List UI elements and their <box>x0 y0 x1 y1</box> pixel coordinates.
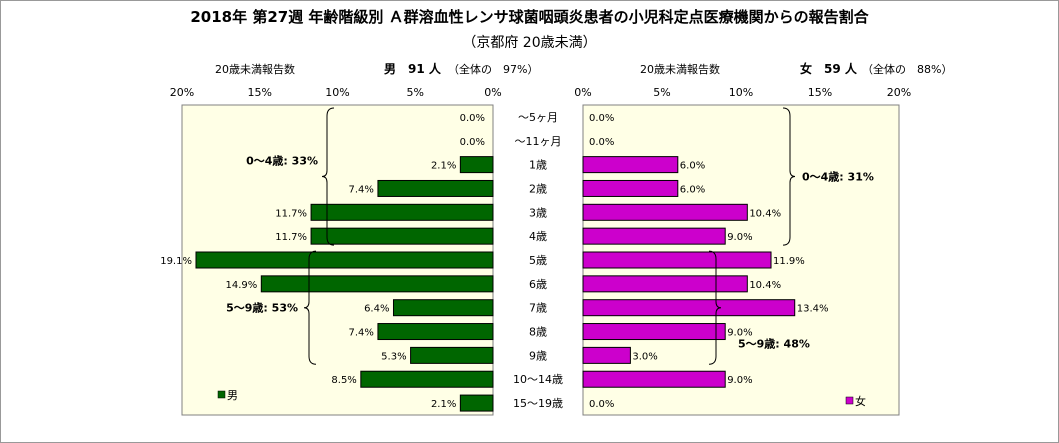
female-data-label: 9.0% <box>727 375 752 386</box>
male-5-9-annotation: 5～9歳: 53% <box>226 301 298 315</box>
male-count-label: 20歳未満報告数 <box>215 63 295 76</box>
female-x-tick-label: 15% <box>808 86 832 99</box>
male-x-tick-label: 20% <box>170 86 194 99</box>
category-label: 6歳 <box>529 278 547 291</box>
chart-subtitle: （京都府 20歳未満） <box>462 35 597 51</box>
male-5-9-brace <box>303 250 317 365</box>
female-data-label: 6.0% <box>680 161 705 172</box>
male-x-tick-label: 0% <box>484 86 501 99</box>
male-bar <box>377 323 494 341</box>
male-x-tick-label: 10% <box>325 86 349 99</box>
female-data-label: 10.4% <box>749 280 781 291</box>
chart-title: 2018年 第27週 年齢階級別 Ａ群溶血性レンサ球菌咽頭炎患者の小児科定点医療… <box>190 8 869 26</box>
female-data-label: 9.0% <box>727 232 752 243</box>
female-data-label: 0.0% <box>589 113 614 124</box>
female-data-label: 3.0% <box>632 351 657 362</box>
male-data-label: 6.4% <box>364 304 389 315</box>
female-bar <box>582 227 726 245</box>
male-share: （全体の 97%） <box>448 63 539 76</box>
male-bar <box>392 299 494 317</box>
female-x-tick-label: 10% <box>729 86 753 99</box>
female-data-label: 11.9% <box>773 256 805 267</box>
female-0-4-brace <box>782 107 796 246</box>
female-legend-swatch <box>845 396 854 405</box>
male-0-4-brace <box>321 107 335 246</box>
male-legend-label: 男 <box>227 389 238 402</box>
female-5-9-brace <box>708 250 722 365</box>
male-legend-swatch <box>217 390 226 399</box>
category-label: ～5ヶ月 <box>518 111 558 124</box>
category-label: 8歳 <box>529 326 547 339</box>
male-data-label: 11.7% <box>275 232 307 243</box>
male-data-label: 7.4% <box>349 184 374 195</box>
female-data-label: 6.0% <box>680 184 705 195</box>
female-bar <box>582 179 679 197</box>
category-label: 4歳 <box>529 230 547 243</box>
male-data-label: 14.9% <box>226 280 258 291</box>
female-x-tick-label: 20% <box>887 86 911 99</box>
male-x-tick-label: 15% <box>248 86 272 99</box>
male-bar <box>459 156 494 174</box>
category-label: 2歳 <box>529 182 547 195</box>
female-bar <box>582 203 748 221</box>
category-label: ～11ヶ月 <box>515 135 562 148</box>
female-bar <box>582 275 748 293</box>
female-share: （全体の 88%） <box>862 63 953 76</box>
male-bar <box>310 203 494 221</box>
female-bar <box>582 346 631 364</box>
male-bar <box>410 346 494 364</box>
female-legend-label: 女 <box>855 394 866 408</box>
male-data-label: 8.5% <box>331 375 356 386</box>
female-data-label: 10.4% <box>749 208 781 219</box>
female-0-4-annotation: 0～4歳: 31% <box>802 170 874 184</box>
male-data-label: 2.1% <box>431 399 456 410</box>
female-count: 女 59 人 <box>800 62 857 76</box>
category-label: 7歳 <box>529 302 547 315</box>
female-data-label: 9.0% <box>727 328 752 339</box>
male-bar <box>377 179 494 197</box>
male-data-label: 0.0% <box>460 113 485 124</box>
female-x-tick-label: 5% <box>653 86 670 99</box>
male-bar <box>459 394 494 412</box>
female-data-label: 13.4% <box>797 304 829 315</box>
male-0-4-annotation: 0～4歳: 33% <box>246 154 318 168</box>
category-label: 10～14歳 <box>513 373 563 386</box>
male-data-label: 11.7% <box>275 208 307 219</box>
male-data-label: 5.3% <box>381 351 406 362</box>
male-bar <box>195 251 494 269</box>
male-x-tick-label: 5% <box>407 86 424 99</box>
female-bar <box>582 370 726 388</box>
female-bar <box>582 156 679 174</box>
male-data-label: 19.1% <box>160 256 192 267</box>
female-bar <box>582 251 772 269</box>
male-data-label: 2.1% <box>431 161 456 172</box>
female-bar <box>582 299 796 317</box>
category-label: 5歳 <box>529 254 547 267</box>
female-count-label: 20歳未満報告数 <box>640 63 720 76</box>
female-5-9-annotation: 5～9歳: 48% <box>738 336 810 350</box>
male-data-label: 0.0% <box>460 137 485 148</box>
female-data-label: 0.0% <box>589 137 614 148</box>
female-bar <box>582 323 726 341</box>
female-x-tick-label: 0% <box>574 86 591 99</box>
category-label: 1歳 <box>529 159 547 172</box>
male-bar <box>360 370 494 388</box>
category-label: 9歳 <box>529 349 547 362</box>
category-label: 15～19歳 <box>513 397 563 410</box>
male-bar <box>310 227 494 245</box>
category-label: 3歳 <box>529 206 547 219</box>
male-count: 男 91 人 <box>384 62 441 76</box>
female-data-label: 0.0% <box>589 399 614 410</box>
male-bar <box>260 275 494 293</box>
male-data-label: 7.4% <box>349 328 374 339</box>
